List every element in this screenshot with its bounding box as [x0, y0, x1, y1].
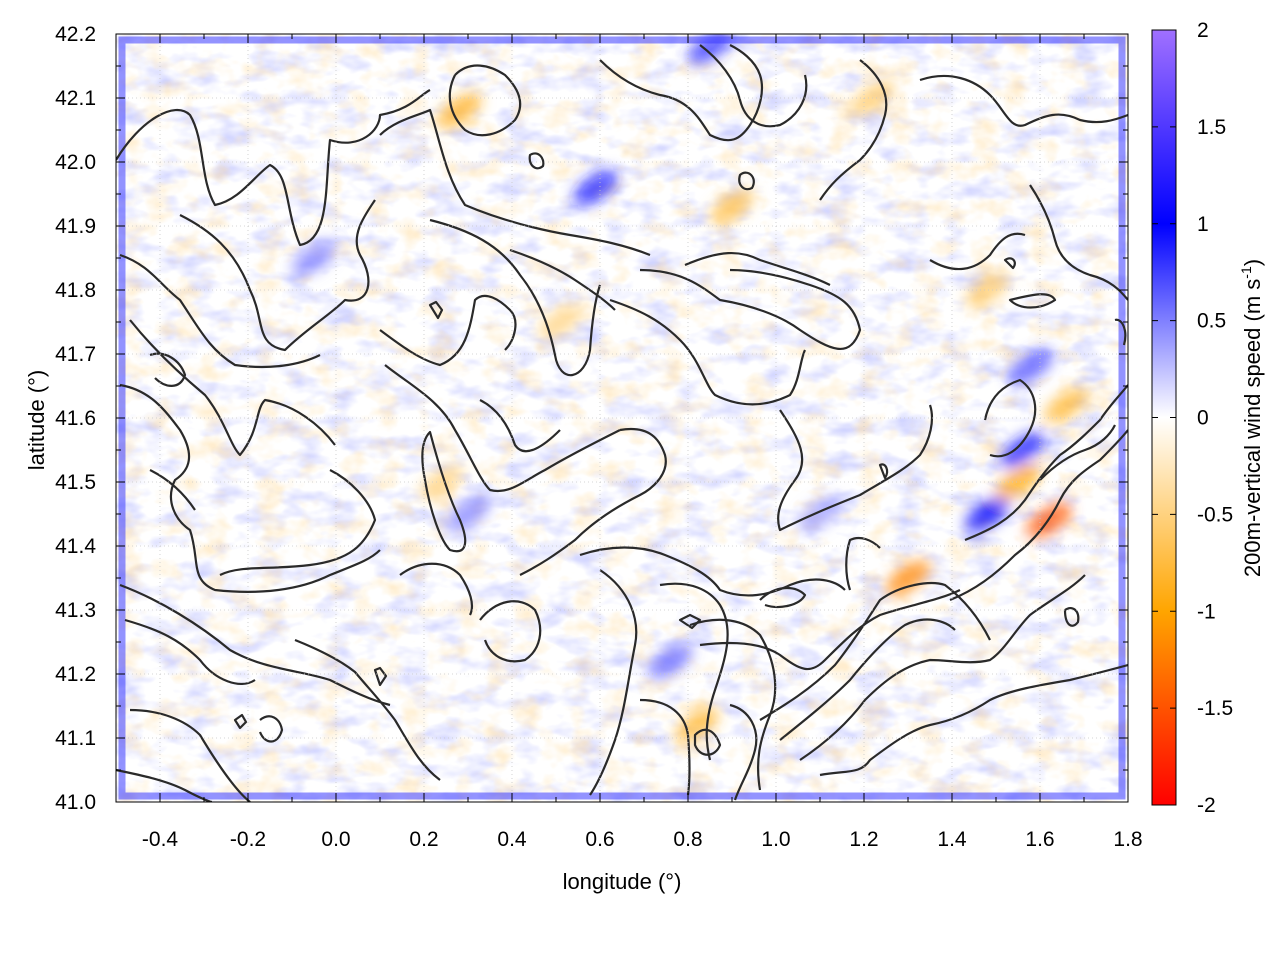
x-tick-label: 0.0: [321, 828, 350, 851]
field-hotspot: [648, 643, 693, 680]
y-axis-label: latitude (°): [24, 370, 49, 471]
x-tick-label: 0.2: [409, 828, 438, 851]
field-hotspot: [885, 560, 931, 596]
x-tick-label: 0.4: [497, 828, 527, 851]
colorbar-tick-label: 2: [1197, 19, 1209, 42]
field-hotspot: [1044, 387, 1089, 424]
colorbar-tick-label: -1.5: [1197, 697, 1233, 720]
y-axis-ticks: 41.0 41.1 41.2 41.3 41.4 41.5 41.6 41.7 41.8 41.9…: [55, 23, 1128, 814]
field-hotspot: [419, 464, 464, 500]
x-axis-ticks: -0.4 -0.2 0.0 0.2 0.4 0.6 0.8 1.0 1.2 1.4 1.6 1.8: [115, 34, 1143, 851]
colorbar-ticks: -2 -1.5 -1 -0.5 0 0.5 1 1.5 2: [1152, 19, 1233, 817]
field-hotspot: [445, 496, 491, 532]
plot-area: -0.4 -0.2 0.0 0.2 0.4 0.6 0.8 1.0 1.2 1.4 1.6 1.8 4…: [55, 23, 1143, 851]
y-tick-label: 42.2: [55, 23, 96, 46]
colorbar-label-main: 200m-vertical wind speed (m s: [1240, 279, 1265, 577]
colorbar-tick-label: 0.5: [1197, 310, 1226, 333]
x-tick-label: 1.6: [1025, 828, 1054, 851]
field-hotspot: [291, 240, 337, 276]
field-hotspot: [964, 272, 1010, 308]
y-tick-label: 41.6: [55, 407, 96, 430]
x-tick-label: 0.6: [585, 828, 614, 851]
y-tick-label: 42.1: [55, 87, 96, 110]
field-hotspot: [995, 464, 1041, 500]
colorbar-label-superscript: -1: [1238, 266, 1254, 279]
x-axis-label: longitude (°): [563, 869, 682, 894]
y-tick-label: 41.5: [55, 471, 96, 494]
field-hotspot: [964, 496, 1010, 532]
y-tick-label: 41.2: [55, 663, 96, 686]
field-hotspot: [573, 169, 618, 206]
field-hotspot: [797, 496, 843, 532]
x-tick-label: 1.4: [937, 828, 967, 851]
x-tick-label: -0.2: [230, 828, 266, 851]
y-tick-label: 42.0: [55, 151, 96, 174]
colorbar-label: 200m-vertical wind speed (m s-1): [1238, 259, 1265, 577]
colorbar-tick-label: 1.5: [1197, 116, 1226, 139]
x-tick-label: 1.8: [1113, 828, 1142, 851]
colorbar-tick-label: -1: [1197, 600, 1216, 623]
colorbar-tick-label: -0.5: [1197, 503, 1233, 526]
y-tick-label: 41.3: [55, 599, 96, 622]
x-tick-label: 0.8: [673, 828, 702, 851]
field-hotspot: [1000, 432, 1045, 468]
y-tick-label: 41.1: [55, 727, 96, 750]
x-tick-label: -0.4: [142, 828, 179, 851]
colorbar-label-end: ): [1240, 259, 1265, 266]
terrain-contours: [116, 44, 1128, 802]
x-tick-label: 1.2: [849, 828, 878, 851]
y-tick-label: 41.8: [55, 279, 96, 302]
colorbar: -2 -1.5 -1 -0.5 0 0.5 1 1.5 2 200m-vertical wind…: [1151, 19, 1265, 817]
y-tick-label: 41.9: [55, 215, 96, 238]
colorbar-tick-label: 0: [1197, 407, 1209, 430]
y-tick-label: 41.7: [55, 343, 96, 366]
x-tick-label: 1.0: [761, 828, 790, 851]
colorbar-tick-label: -2: [1197, 794, 1216, 817]
y-tick-label: 41.0: [55, 791, 96, 814]
field-hotspot: [709, 188, 755, 225]
colorbar-tick-label: 1: [1197, 213, 1209, 236]
field-hotspot: [1008, 348, 1054, 385]
y-tick-label: 41.4: [55, 535, 96, 558]
field-hotspot: [436, 92, 482, 129]
